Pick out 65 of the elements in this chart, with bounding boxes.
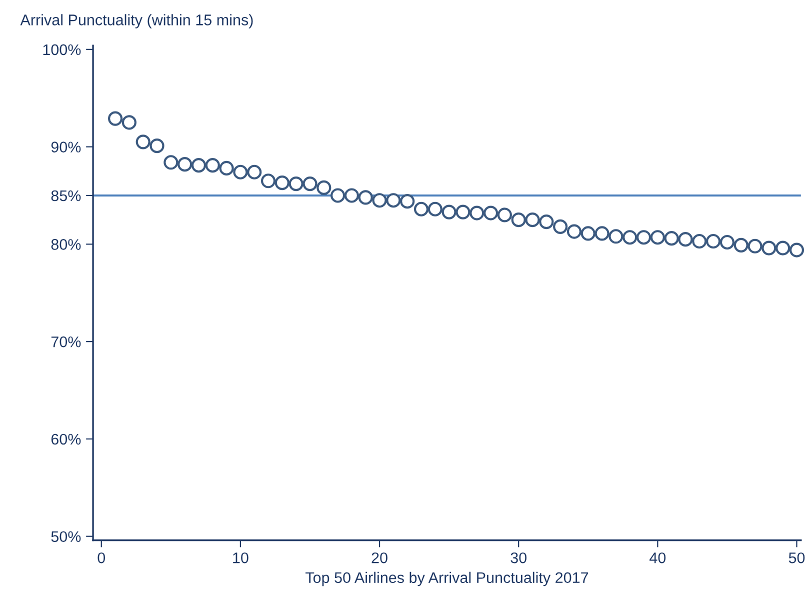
- point: [692, 234, 707, 249]
- point: [622, 230, 638, 245]
- point: [344, 188, 360, 203]
- point: [470, 206, 484, 220]
- point: [330, 188, 346, 203]
- point: [748, 238, 762, 254]
- point: [636, 230, 652, 245]
- point: [608, 229, 624, 244]
- point: [678, 232, 693, 247]
- y-tick-label: 50%: [51, 531, 81, 542]
- point: [108, 111, 123, 126]
- point: [386, 193, 401, 208]
- point: [442, 204, 456, 220]
- point: [762, 240, 776, 256]
- point: [302, 176, 318, 192]
- point: [274, 176, 290, 190]
- point: [428, 202, 442, 216]
- y-tick-label: 70%: [51, 336, 81, 348]
- x-tick-label: 30: [510, 552, 526, 564]
- point: [260, 174, 276, 188]
- point: [776, 240, 790, 256]
- point: [789, 242, 804, 258]
- point: [594, 226, 610, 241]
- point: [164, 155, 178, 170]
- point: [400, 194, 415, 209]
- point: [178, 157, 192, 172]
- point: [566, 224, 582, 239]
- y-tick-label: 90%: [51, 142, 81, 152]
- point: [316, 180, 332, 195]
- point: [219, 160, 234, 176]
- x-axis-title: Top 50 Airlines by Arrival Punctuality 2017: [306, 572, 588, 586]
- point: [720, 234, 734, 250]
- point: [372, 193, 387, 208]
- point: [664, 231, 679, 246]
- point: [525, 212, 540, 228]
- point: [497, 208, 512, 222]
- point: [233, 164, 248, 180]
- y-axis-title: Arrival Punctuality (within 15 mins): [20, 14, 253, 28]
- point: [734, 238, 748, 252]
- y-tick-label: 80%: [51, 239, 81, 250]
- point: [456, 204, 470, 220]
- point: [358, 190, 373, 205]
- point: [483, 206, 498, 220]
- point: [191, 158, 206, 173]
- point: [136, 134, 150, 150]
- point: [205, 158, 220, 173]
- x-tick-label: 0: [98, 552, 106, 564]
- point: [553, 219, 568, 234]
- point: [539, 214, 554, 230]
- point: [706, 234, 721, 249]
- point: [247, 164, 262, 180]
- y-tick-label: 85%: [51, 190, 81, 202]
- point: [288, 176, 304, 192]
- x-tick-label: 40: [650, 552, 666, 564]
- x-tick-label: 20: [372, 552, 388, 564]
- point: [650, 230, 665, 245]
- x-tick-label: 50: [788, 552, 805, 564]
- x-tick-label: 10: [233, 552, 248, 564]
- y-tick-label: 60%: [51, 434, 81, 445]
- y-tick-label: 100%: [43, 44, 81, 56]
- point: [150, 138, 164, 154]
- point: [414, 202, 429, 216]
- point: [511, 212, 526, 228]
- point: [580, 226, 596, 241]
- point: [122, 115, 136, 130]
